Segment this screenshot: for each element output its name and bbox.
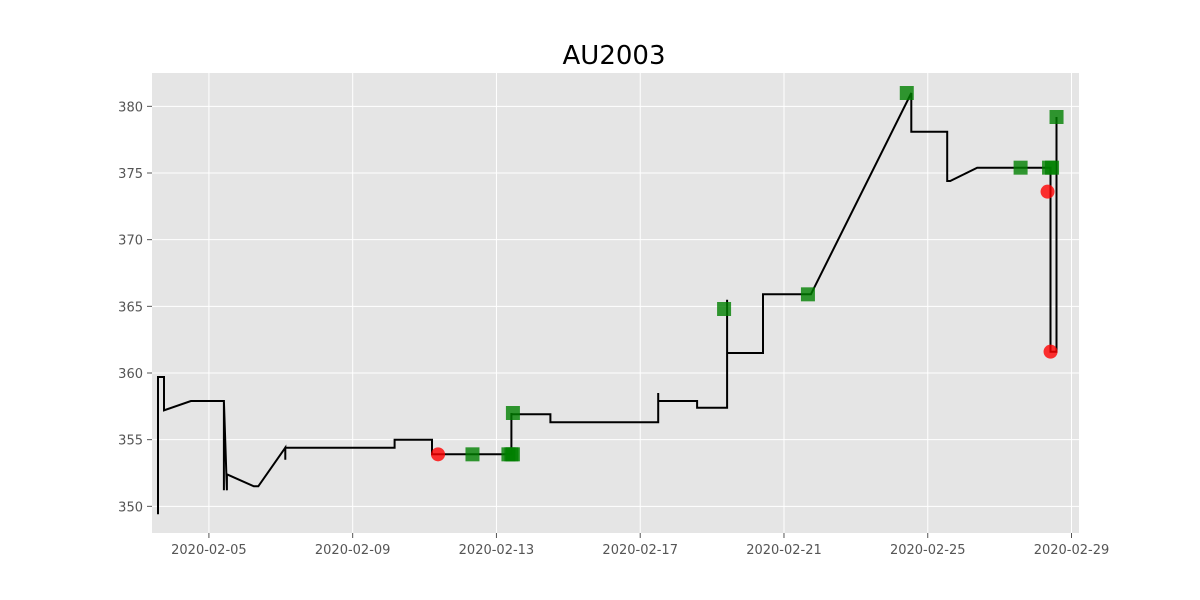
x-tick-label: 2020-02-25 — [890, 543, 966, 558]
plot-area — [152, 73, 1079, 533]
y-tick-label: 355 — [118, 434, 143, 449]
price-line — [157, 92, 1058, 515]
y-gridlines — [152, 105, 1079, 507]
x-gridlines — [208, 73, 1073, 533]
buy-marker — [1049, 110, 1064, 124]
sell-marker — [431, 447, 446, 462]
y-axis-ticks: 350 355 360 365 370 375 380 — [118, 100, 152, 515]
buy-marker — [800, 287, 815, 302]
chart-title: AU2003 — [563, 41, 666, 71]
sell-marker — [1043, 344, 1058, 359]
y-tick-label: 360 — [118, 367, 143, 382]
series-layer — [157, 92, 1058, 515]
x-tick-label: 2020-02-09 — [315, 543, 391, 558]
buy-marker — [1013, 160, 1028, 175]
x-tick-label: 2020-02-17 — [602, 543, 678, 558]
y-tick-label: 380 — [118, 100, 143, 115]
buy-marker — [465, 447, 480, 462]
buy-marker — [717, 302, 732, 316]
y-tick-label: 370 — [118, 234, 143, 249]
x-tick-label: 2020-02-13 — [459, 543, 535, 558]
x-tick-label: 2020-02-05 — [171, 543, 247, 558]
buy-marker — [1045, 160, 1060, 175]
x-tick-label: 2020-02-21 — [746, 543, 822, 558]
buy-marker — [899, 86, 914, 100]
sell-marker — [1040, 184, 1055, 199]
y-tick-label: 350 — [118, 500, 143, 515]
x-axis-ticks: 2020-02-05 2020-02-09 2020-02-13 2020-02-17… — [171, 533, 1109, 558]
x-tick-label: 2020-02-29 — [1034, 543, 1110, 558]
buy-marker — [505, 447, 520, 462]
buy-marker — [505, 406, 520, 420]
y-tick-label: 375 — [118, 167, 143, 182]
marker-layer — [431, 86, 1064, 462]
y-tick-label: 365 — [118, 300, 143, 315]
